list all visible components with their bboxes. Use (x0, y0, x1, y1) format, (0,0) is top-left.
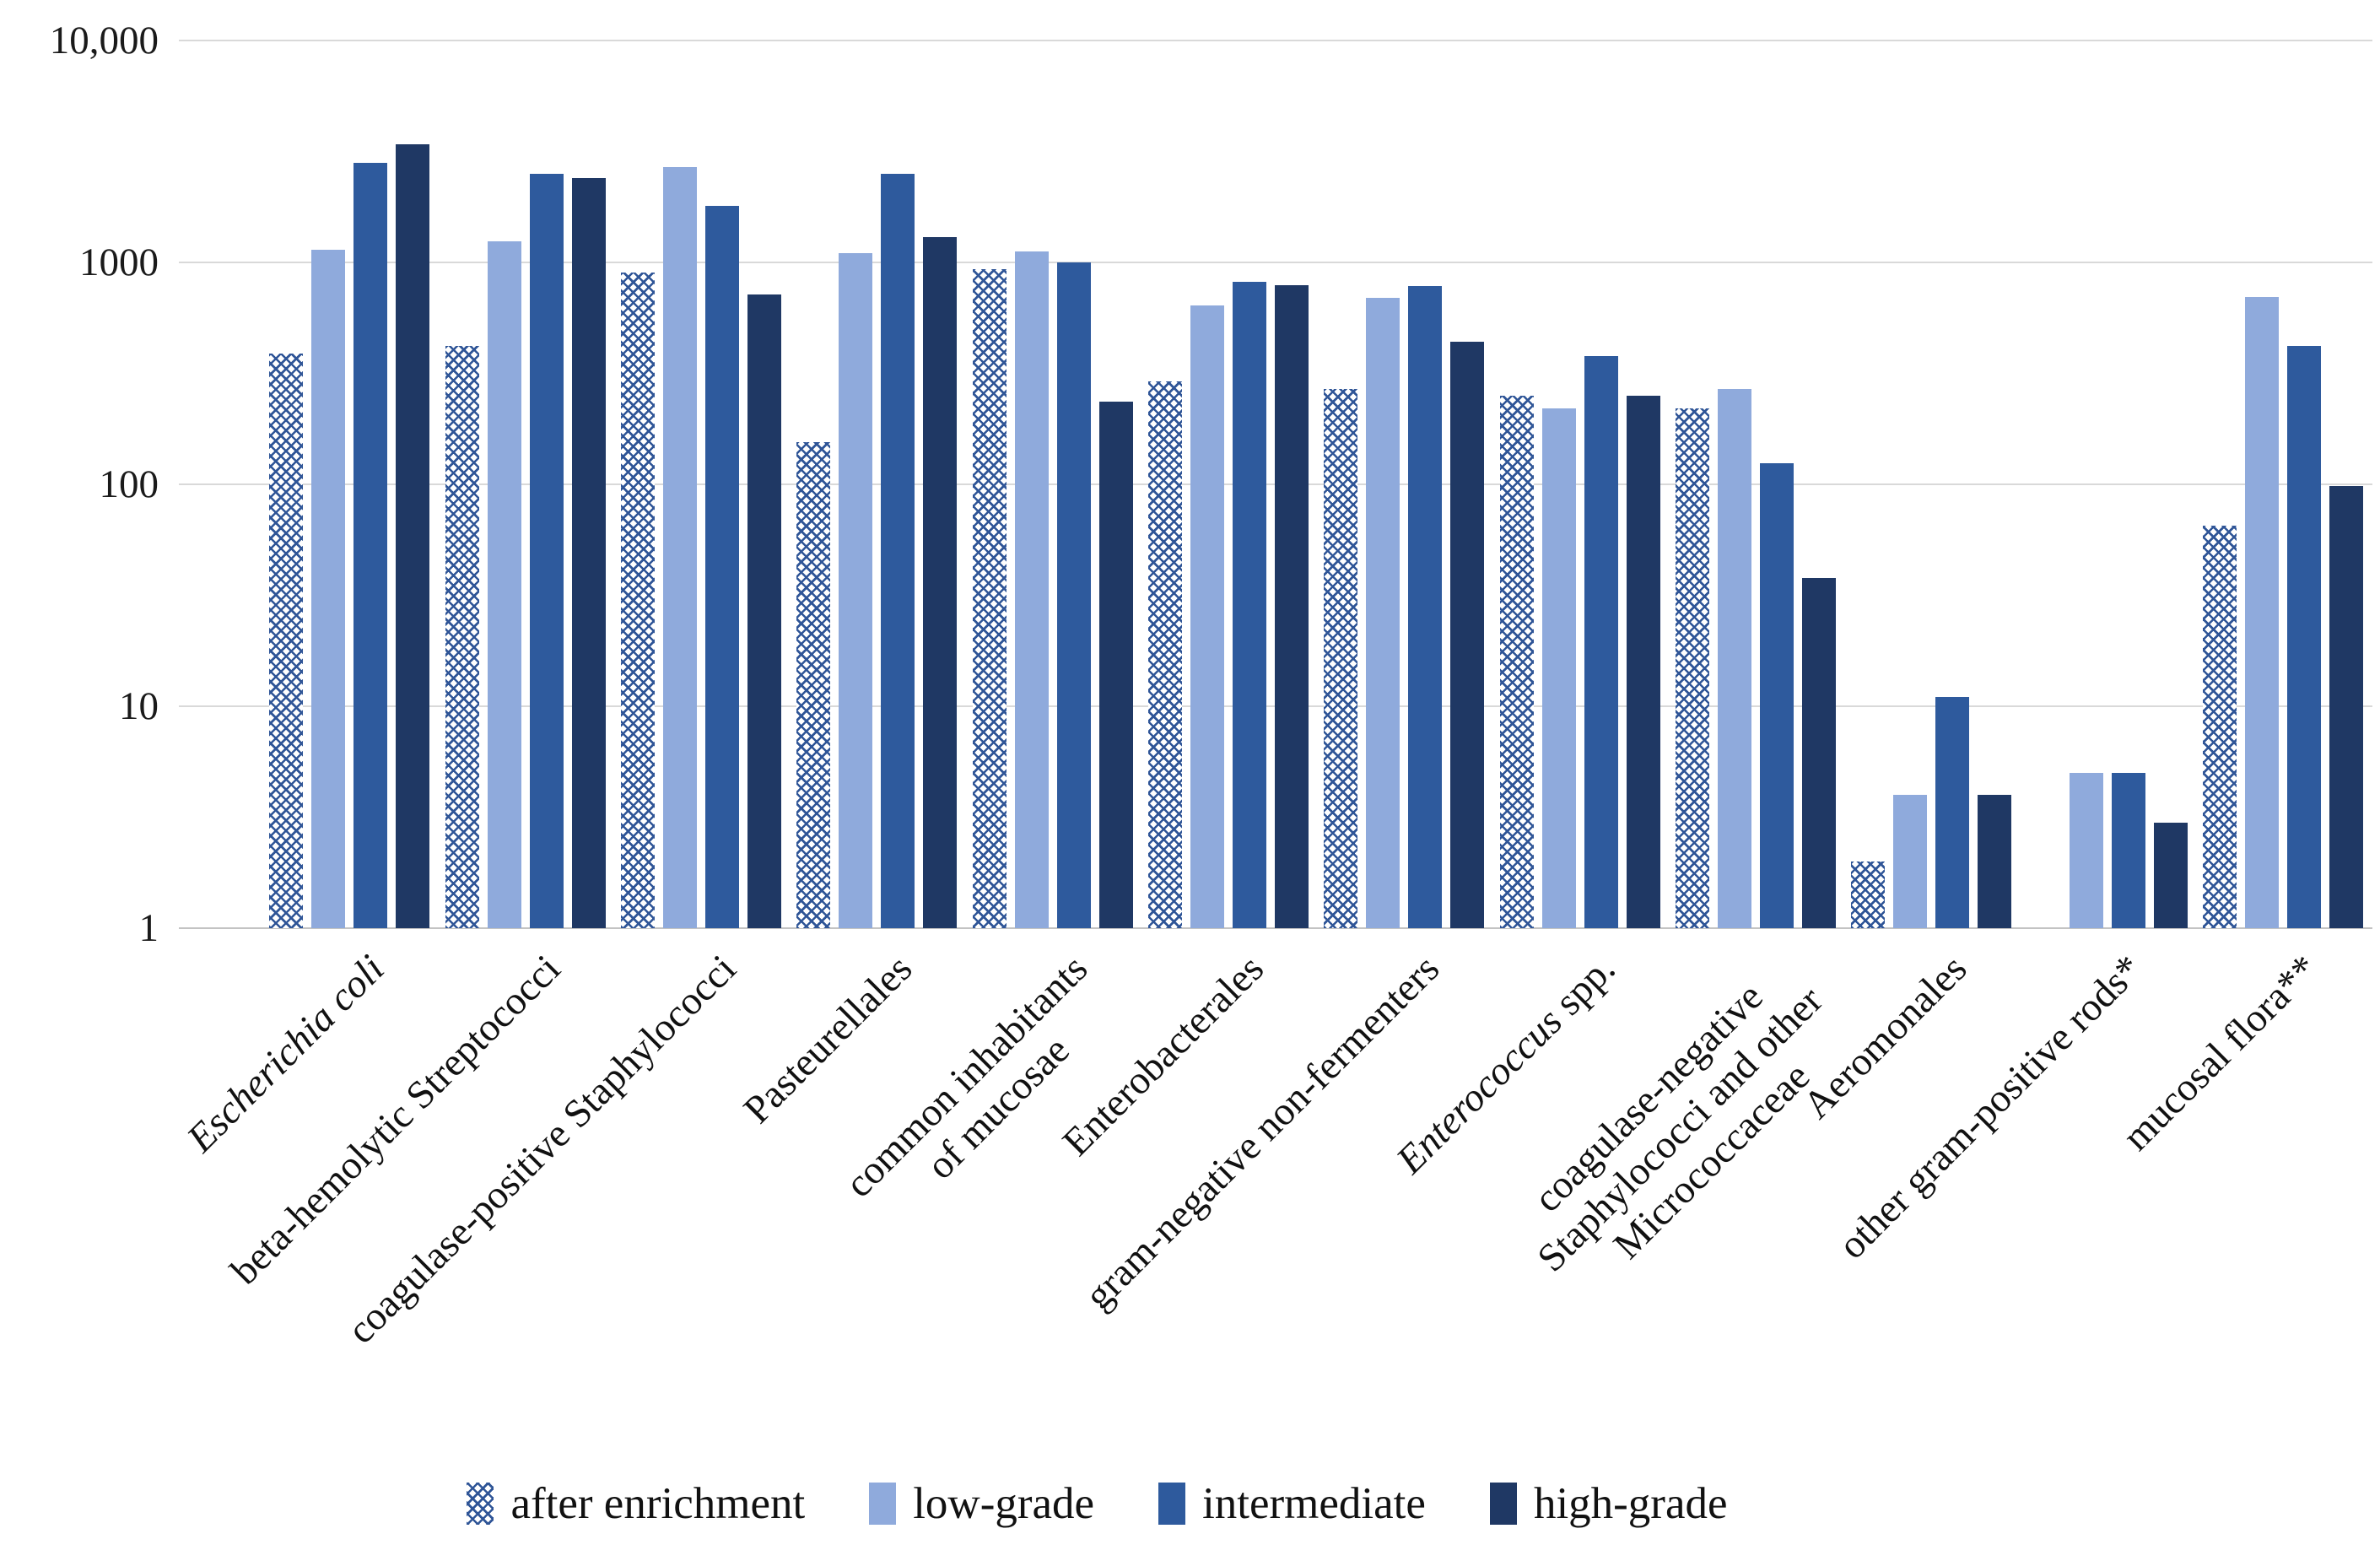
hatched-swatch-icon (467, 1483, 494, 1525)
category-label: coagulase-positive Staphylococci (338, 947, 745, 1353)
bar-high-grade (1978, 794, 2012, 928)
bar-after-enrichment (1499, 396, 1534, 928)
bar-after-enrichment (2202, 526, 2237, 928)
y-tick-label: 1000 (79, 240, 159, 284)
legend-label: low-grade (913, 1479, 1095, 1528)
bar-low-grade (1014, 251, 1049, 928)
bar-low-grade (1190, 305, 1224, 928)
bar-intermediate (529, 174, 564, 928)
bar-low-grade (1366, 298, 1400, 928)
gridline-1 (179, 927, 2372, 929)
bar-high-grade (1450, 341, 1485, 928)
bar-intermediate (704, 205, 739, 928)
legend-label: after enrichment (510, 1479, 806, 1528)
bar-low-grade (1893, 794, 1928, 928)
bar-low-grade (1541, 408, 1576, 928)
bar-high-grade (2153, 822, 2188, 928)
bar-low-grade (2244, 296, 2279, 928)
bar-intermediate (1232, 281, 1266, 928)
category-label: gram-negative non-fermenters (1076, 947, 1448, 1319)
bar-low-grade (487, 240, 521, 928)
legend-item-intermediate: intermediate (1158, 1478, 1426, 1529)
bar-high-grade (923, 237, 958, 928)
bar-low-grade (1717, 388, 1751, 928)
category-label: beta-hemolytic Streptococci (222, 947, 569, 1294)
category-label: other gram-positive rods* (1830, 947, 2151, 1268)
high-grade-swatch-icon (1489, 1483, 1517, 1525)
legend-label: intermediate (1202, 1479, 1426, 1528)
y-tick-label: 10 (119, 684, 159, 728)
bar-after-enrichment (620, 273, 655, 928)
bar-intermediate (2286, 346, 2321, 928)
bar-low-grade (2069, 773, 2103, 928)
bar-after-enrichment (1324, 388, 1358, 928)
bar-intermediate (1759, 462, 1794, 928)
bar-high-grade (571, 178, 606, 928)
bar-after-enrichment (1851, 861, 1886, 928)
bar-high-grade (1801, 577, 1836, 928)
legend-item-low-grade: low-grade (869, 1478, 1094, 1529)
bar-intermediate (1056, 262, 1091, 928)
bar-after-enrichment (972, 269, 1007, 928)
bar-after-enrichment (445, 346, 479, 928)
legend-item-high-grade: high-grade (1489, 1478, 1728, 1529)
bar-after-enrichment (1675, 408, 1709, 928)
category-label: Pasteurellales (735, 947, 920, 1132)
gridline-1000 (179, 262, 2372, 263)
bar-intermediate (1935, 697, 1970, 928)
bar-after-enrichment (1147, 381, 1182, 928)
intermediate-swatch-icon (1158, 1483, 1186, 1525)
legend-label: high-grade (1533, 1479, 1728, 1528)
bar-high-grade (396, 144, 430, 928)
bar-intermediate (881, 174, 915, 928)
legend: after enrichment low-grade intermediate hig… (0, 1478, 2287, 1529)
y-tick-label: 100 (99, 462, 159, 506)
bar-intermediate (1584, 355, 1618, 928)
bar-high-grade (1626, 396, 1660, 928)
bar-high-grade (1098, 402, 1133, 928)
gridline-10000 (179, 40, 2372, 41)
bar-high-grade (1274, 284, 1309, 928)
bar-intermediate (2111, 773, 2145, 928)
bar-intermediate (1408, 286, 1443, 928)
bar-high-grade (747, 294, 781, 928)
bar-low-grade (839, 253, 873, 928)
y-tick-label: 1 (138, 906, 159, 950)
bar-high-grade (2329, 486, 2363, 928)
low-grade-swatch-icon (869, 1483, 897, 1525)
legend-item-after-enrichment: after enrichment (467, 1478, 805, 1529)
bar-low-grade (662, 166, 697, 928)
y-tick-label: 10,000 (49, 19, 159, 62)
bar-low-grade (311, 250, 346, 928)
bar-after-enrichment (269, 353, 304, 928)
bar-after-enrichment (796, 441, 831, 928)
bar-intermediate (353, 163, 388, 928)
